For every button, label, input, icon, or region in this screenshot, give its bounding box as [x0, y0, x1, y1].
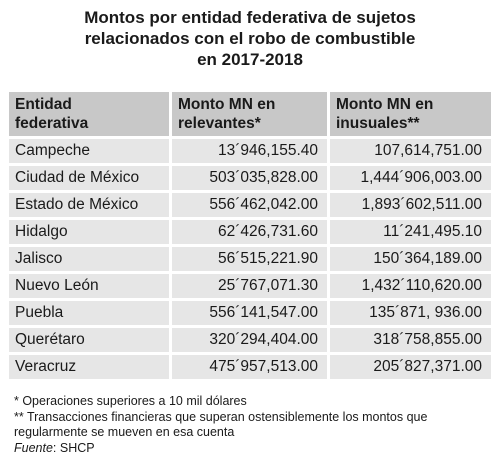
cell-inusuales: 205´827,371.00 — [330, 355, 491, 379]
table-row: Campeche 13´946,155.40 107,614,751.00 — [9, 139, 491, 163]
column-gap — [169, 247, 172, 271]
cell-relevantes: 503´035,828.00 — [172, 166, 327, 190]
cell-relevantes: 556´141,547.00 — [172, 301, 327, 325]
cell-relevantes: 56´515,221.90 — [172, 247, 327, 271]
cell-entidad: Querétaro — [9, 328, 169, 352]
cell-inusuales: 1,432´110,620.00 — [330, 274, 491, 298]
column-gap — [327, 92, 330, 136]
cell-entidad: Campeche — [9, 139, 169, 163]
column-gap — [169, 355, 172, 379]
table-row: Nuevo León 25´767,071.30 1,432´110,620.00 — [9, 274, 491, 298]
header-relevantes-line1: Monto MN en — [178, 96, 276, 113]
cell-entidad: Nuevo León — [9, 274, 169, 298]
cell-inusuales: 1,893´602,511.00 — [330, 193, 491, 217]
column-gap — [327, 166, 330, 190]
column-gap — [327, 328, 330, 352]
column-gap — [327, 220, 330, 244]
column-gap — [169, 92, 172, 136]
column-gap — [169, 301, 172, 325]
column-gap — [327, 274, 330, 298]
cell-inusuales: 1,444´906,003.00 — [330, 166, 491, 190]
source-label: Fuente — [14, 440, 53, 455]
table-row: Veracruz 475´957,513.00 205´827,371.00 — [9, 355, 491, 379]
table-header-row: Entidad federativa Monto MN en relevante… — [9, 92, 491, 136]
column-gap — [169, 274, 172, 298]
header-inusuales-line2: inusuales** — [336, 115, 420, 132]
column-gap — [327, 247, 330, 271]
table-row: Estado de México 556´462,042.00 1,893´602,… — [9, 193, 491, 217]
cell-inusuales: 107,614,751.00 — [330, 139, 491, 163]
column-gap — [169, 139, 172, 163]
cell-entidad: Estado de México — [9, 193, 169, 217]
column-gap — [327, 139, 330, 163]
cell-entidad: Veracruz — [9, 355, 169, 379]
cell-inusuales: 150´364,189.00 — [330, 247, 491, 271]
table-row: Querétaro 320´294,404.00 318´758,855.00 — [9, 328, 491, 352]
table-row: Puebla 556´141,547.00 135´871, 936.00 — [9, 301, 491, 325]
table-row: Hidalgo 62´426,731.60 11´241,495.10 — [9, 220, 491, 244]
cell-entidad: Hidalgo — [9, 220, 169, 244]
cell-entidad: Puebla — [9, 301, 169, 325]
cell-relevantes: 475´957,513.00 — [172, 355, 327, 379]
column-gap — [169, 193, 172, 217]
footnote-inusuales-line1: ** Transacciones financieras que superan… — [14, 409, 428, 424]
cell-relevantes: 320´294,404.00 — [172, 328, 327, 352]
cell-inusuales: 11´241,495.10 — [330, 220, 491, 244]
cell-relevantes: 556´462,042.00 — [172, 193, 327, 217]
header-entidad-line2: federativa — [15, 115, 89, 132]
table-body: Campeche 13´946,155.40 107,614,751.00 Ciuda… — [9, 139, 491, 379]
footnote-relevantes: * Operaciones superiores a 10 mil dólare… — [14, 394, 247, 408]
title-line-3: en 2017-2018 — [197, 50, 303, 69]
cell-relevantes: 62´426,731.60 — [172, 220, 327, 244]
cell-entidad: Jalisco — [9, 247, 169, 271]
title-line-2: relacionados con el robo de combustible — [84, 29, 416, 48]
column-gap — [169, 328, 172, 352]
footnote-inusuales-line2: regularmente se mueven en esa cuenta — [14, 425, 235, 439]
header-entidad-line1: Entidad — [15, 96, 72, 113]
header-relevantes: Monto MN en relevantes* — [172, 92, 327, 136]
header-relevantes-line2: relevantes* — [178, 115, 261, 132]
header-inusuales: Monto MN en inusuales** — [330, 92, 491, 136]
amounts-table: Entidad federativa Monto MN en relevante… — [9, 89, 491, 382]
source-value: : SHCP — [52, 440, 95, 455]
cell-inusuales: 135´871, 936.00 — [330, 301, 491, 325]
page-title: Montos por entidad federativa de sujetos… — [10, 7, 490, 70]
header-inusuales-line1: Monto MN en — [336, 96, 434, 113]
table-row: Ciudad de México 503´035,828.00 1,444´906,… — [9, 166, 491, 190]
source-line: Fuente: SHCP — [14, 441, 494, 457]
table-row: Jalisco 56´515,221.90 150´364,189.00 — [9, 247, 491, 271]
cell-entidad: Ciudad de México — [9, 166, 169, 190]
column-gap — [169, 166, 172, 190]
column-gap — [327, 301, 330, 325]
column-gap — [327, 355, 330, 379]
title-line-1: Montos por entidad federativa de sujetos — [84, 8, 416, 27]
cell-relevantes: 25´767,071.30 — [172, 274, 327, 298]
column-gap — [327, 193, 330, 217]
column-gap — [169, 220, 172, 244]
cell-relevantes: 13´946,155.40 — [172, 139, 327, 163]
footnotes: * Operaciones superiores a 10 mil dólare… — [14, 394, 494, 456]
cell-inusuales: 318´758,855.00 — [330, 328, 491, 352]
header-entidad: Entidad federativa — [9, 92, 169, 136]
